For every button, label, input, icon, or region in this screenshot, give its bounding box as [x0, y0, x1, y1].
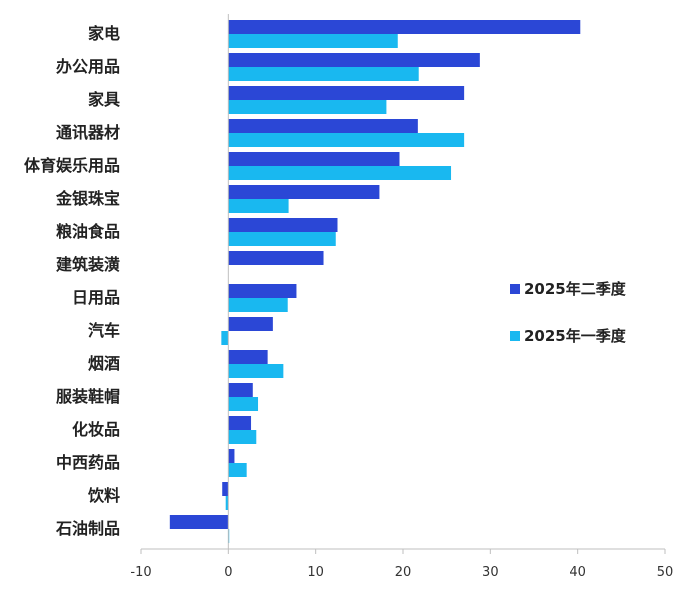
- bar-office-supplies-q1: [228, 67, 419, 81]
- bar-gold-jewelry-q2: [228, 185, 380, 199]
- x-tick-label: 20: [395, 565, 412, 580]
- category-label-sports-entertainment: 体育娱乐用品: [24, 156, 120, 175]
- category-label-petroleum: 石油制品: [55, 519, 120, 538]
- bar-furniture-q1: [228, 100, 387, 114]
- x-tick-label: 30: [482, 565, 499, 580]
- bar-building-decoration-q2: [228, 251, 324, 265]
- bar-grain-oil-food-q2: [228, 218, 338, 232]
- bar-cosmetics-q1: [228, 430, 257, 444]
- category-label-medicines: 中西药品: [56, 453, 120, 472]
- category-label-gold-jewelry: 金银珠宝: [55, 189, 120, 208]
- bar-automobiles-q1: [221, 331, 229, 345]
- bars-layer: [169, 20, 581, 543]
- bar-telecom-equipment-q2: [228, 119, 418, 133]
- bar-office-supplies-q2: [228, 53, 480, 67]
- category-label-home-appliances: 家电: [88, 24, 120, 43]
- category-label-clothing-shoes: 服装鞋帽: [56, 387, 120, 406]
- bar-grain-oil-food-q1: [228, 232, 336, 246]
- bar-tobacco-alcohol-q2: [228, 350, 268, 364]
- bar-medicines-q1: [228, 463, 247, 477]
- bar-telecom-equipment-q1: [228, 133, 465, 147]
- legend-swatch-q1: [510, 331, 520, 341]
- bar-tobacco-alcohol-q1: [228, 364, 284, 378]
- category-label-building-decoration: 建筑装潢: [56, 255, 120, 274]
- x-tick-label: 40: [569, 565, 586, 580]
- legend-label-q2: 2025年二季度: [524, 280, 627, 298]
- bar-petroleum-q2: [169, 515, 229, 529]
- category-labels: 家电办公用品家具通讯器材体育娱乐用品金银珠宝粮油食品建筑装潢日用品汽车烟酒服装鞋…: [24, 24, 120, 538]
- category-label-telecom-equipment: 通讯器材: [56, 123, 120, 142]
- bar-beverages-q1: [225, 496, 229, 510]
- category-label-beverages: 饮料: [87, 486, 120, 505]
- category-label-grain-oil-food: 粮油食品: [56, 222, 120, 241]
- category-label-cosmetics: 化妆品: [72, 420, 120, 439]
- legend: 2025年二季度 2025年一季度: [510, 280, 627, 345]
- bar-clothing-shoes-q1: [228, 397, 259, 411]
- bar-gold-jewelry-q1: [228, 199, 289, 213]
- bar-daily-goods-q2: [228, 284, 297, 298]
- bar-sports-entertainment-q2: [228, 152, 400, 166]
- x-tick-label: -10: [130, 565, 151, 580]
- legend-swatch-q2: [510, 284, 520, 294]
- category-label-office-supplies: 办公用品: [56, 57, 120, 76]
- bar-clothing-shoes-q2: [228, 383, 253, 397]
- x-tick-label: 10: [307, 565, 324, 580]
- bar-home-appliances-q2: [228, 20, 581, 34]
- bar-furniture-q2: [228, 86, 465, 100]
- bar-home-appliances-q1: [228, 34, 398, 48]
- bar-automobiles-q2: [228, 317, 273, 331]
- category-label-tobacco-alcohol: 烟酒: [88, 354, 120, 373]
- category-label-furniture: 家具: [88, 90, 120, 109]
- x-tick-label: 0: [224, 565, 232, 580]
- bar-cosmetics-q2: [228, 416, 252, 430]
- legend-label-q1: 2025年一季度: [524, 327, 627, 345]
- bar-medicines-q2: [228, 449, 235, 463]
- bar-beverages-q2: [222, 482, 229, 496]
- x-tick-label: 50: [657, 565, 674, 580]
- bar-daily-goods-q1: [228, 298, 288, 312]
- category-label-automobiles: 汽车: [88, 321, 120, 340]
- bar-sports-entertainment-q1: [228, 166, 452, 180]
- category-label-daily-goods: 日用品: [72, 288, 120, 307]
- x-axis-ticks: -10 0 10 20 30 40 50: [130, 549, 673, 580]
